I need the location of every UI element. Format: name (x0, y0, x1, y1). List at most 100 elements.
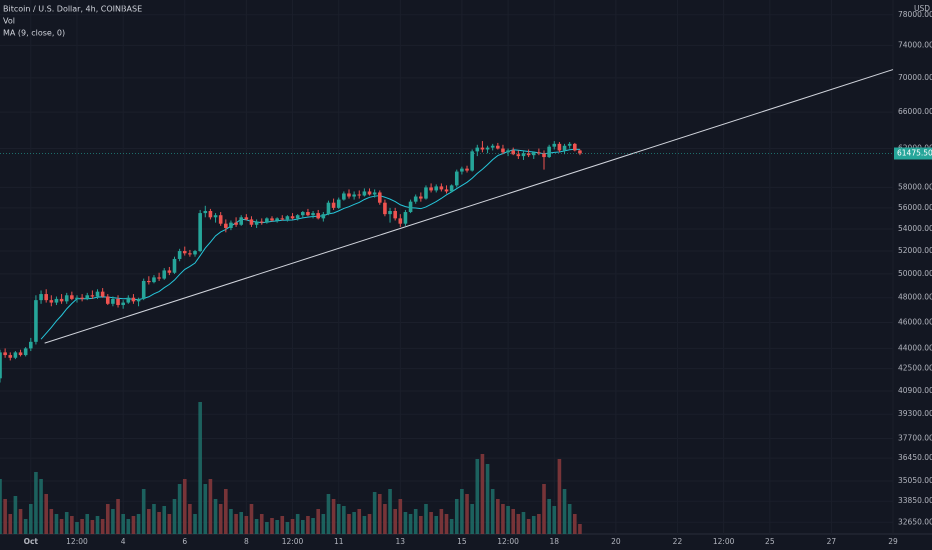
volume-bar (203, 484, 208, 534)
candle-body (193, 251, 197, 255)
y-tick-label: 42500.00 (898, 364, 932, 373)
volume-bar (13, 496, 18, 534)
volume-bar (275, 520, 279, 534)
volume-bar (357, 509, 362, 534)
candle-body (64, 295, 69, 302)
candle-body (259, 221, 264, 223)
volume-bar (316, 509, 320, 534)
candle-body (383, 202, 387, 215)
candle-body (367, 191, 372, 195)
candle-body (316, 213, 320, 219)
candle-body (49, 300, 54, 303)
y-tick-label: 54000.00 (898, 224, 932, 233)
volume-bar (485, 464, 490, 534)
y-tick-label: 66000.00 (898, 107, 932, 116)
candle-body (213, 215, 218, 218)
volume-bar (105, 504, 110, 534)
x-tick-label: 25 (765, 537, 775, 546)
candle-body (34, 300, 38, 342)
candle-body (449, 185, 454, 192)
volume-bar (300, 520, 305, 534)
x-tick-label: Oct (24, 537, 39, 546)
candle-body (116, 298, 120, 306)
candle-body (13, 352, 18, 358)
chart-title: Bitcoin / U.S. Dollar, 4h, COINBASE (3, 5, 142, 14)
volume-bar (265, 522, 269, 534)
volume-bar (208, 479, 213, 534)
candle-body (275, 218, 279, 221)
candle-body (167, 270, 172, 273)
volume-bar (121, 514, 125, 534)
volume-bar (393, 509, 397, 534)
volume-bar (85, 514, 90, 534)
y-tick-label: 56000.00 (898, 203, 932, 212)
volume-bar (567, 504, 572, 534)
candle-body (152, 277, 156, 283)
volume-bar (434, 516, 439, 534)
volume-bar (44, 494, 48, 534)
volume-bar (578, 524, 582, 534)
candle-body (111, 298, 115, 304)
candle-body (429, 187, 433, 191)
volume-bar (362, 516, 367, 534)
volume-bar (193, 514, 197, 534)
candle-body (105, 296, 110, 304)
candle-body (342, 193, 346, 200)
candle-body (567, 143, 572, 146)
candle-body (141, 280, 146, 299)
y-tick-label: 35050.00 (898, 476, 932, 485)
volume-bar (531, 516, 536, 534)
candle-body (203, 210, 208, 214)
candle-body (23, 348, 28, 356)
y-tick-label: 32650.00 (898, 517, 932, 526)
volume-bar (449, 519, 454, 534)
volume-bar (398, 499, 403, 534)
candle-body (311, 213, 315, 216)
candle-body (90, 295, 95, 297)
volume-bar (537, 514, 541, 534)
volume-bar (285, 522, 290, 534)
volume-bar (0, 479, 2, 534)
volume-bar (188, 504, 192, 534)
volume-bar (147, 509, 151, 534)
candle-body (44, 294, 48, 301)
candle-body (8, 355, 13, 358)
trend-line (44, 69, 894, 344)
volume-bar (347, 514, 351, 534)
volume-bar (254, 519, 259, 534)
candle-body (18, 352, 23, 356)
candle-body (490, 145, 495, 148)
candle-body (59, 298, 64, 302)
candle-body (377, 192, 382, 203)
volume-bar (511, 509, 516, 534)
volume-bar (501, 504, 505, 534)
candle-body (506, 150, 510, 153)
y-tick-label: 44000.00 (898, 343, 932, 352)
volume-bar (542, 484, 546, 534)
candle-body (557, 143, 562, 151)
candle-body (444, 189, 449, 192)
candle-body (100, 291, 105, 297)
candle-body (254, 221, 259, 225)
candle-body (229, 222, 233, 228)
candle-body (460, 168, 464, 172)
volume-bar (49, 509, 54, 534)
candle-body (537, 152, 541, 154)
y-tick-label: 33850.00 (898, 496, 932, 505)
candle-body (218, 215, 223, 224)
volume-bar (521, 512, 526, 534)
volume-bar (54, 514, 59, 534)
candle-body (547, 146, 551, 158)
volume-bar (460, 489, 464, 534)
volume-bar (213, 499, 218, 534)
candle-body (562, 145, 567, 151)
candle-body (321, 214, 326, 219)
volume-bar (100, 519, 105, 534)
candle-body (3, 352, 7, 356)
candle-body (300, 212, 305, 216)
y-tick-label: 39300.00 (898, 409, 932, 418)
candle-body (393, 210, 397, 219)
volume-bar (90, 520, 95, 534)
candle-body (480, 147, 485, 150)
